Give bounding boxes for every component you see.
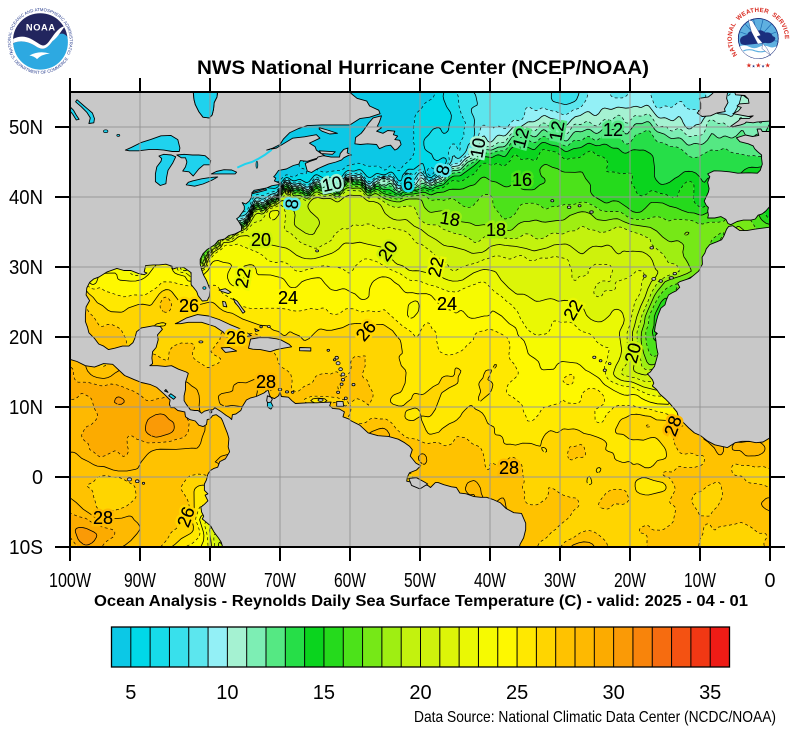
svg-text:26: 26 — [226, 328, 246, 348]
svg-text:22: 22 — [424, 255, 448, 279]
svg-text:18: 18 — [438, 207, 461, 230]
svg-text:28: 28 — [256, 372, 276, 392]
svg-text:10N: 10N — [9, 397, 43, 419]
svg-text:10S: 10S — [9, 537, 43, 559]
svg-text:0: 0 — [765, 570, 776, 592]
svg-text:80W: 80W — [194, 570, 226, 592]
svg-text:35: 35 — [699, 682, 721, 704]
svg-text:28: 28 — [93, 508, 113, 528]
svg-text:10: 10 — [320, 172, 344, 196]
svg-text:Ocean Analysis - Reynolds Dail: Ocean Analysis - Reynolds Daily Sea Surf… — [94, 593, 748, 610]
svg-text:70W: 70W — [264, 570, 296, 592]
svg-text:20: 20 — [251, 230, 271, 250]
svg-text:6: 6 — [403, 174, 413, 194]
svg-text:50W: 50W — [404, 570, 436, 592]
svg-text:8: 8 — [432, 163, 454, 178]
svg-text:20N: 20N — [9, 327, 43, 349]
svg-text:30N: 30N — [9, 257, 43, 279]
svg-text:100W: 100W — [49, 570, 91, 592]
svg-text:15: 15 — [313, 682, 335, 704]
svg-text:10: 10 — [216, 682, 238, 704]
svg-text:26: 26 — [226, 328, 246, 348]
svg-text:50N: 50N — [9, 117, 43, 139]
svg-text:8: 8 — [281, 198, 302, 211]
svg-text:12: 12 — [545, 119, 568, 142]
svg-text:10: 10 — [466, 136, 489, 159]
svg-text:30W: 30W — [544, 570, 576, 592]
svg-text:24: 24 — [278, 288, 298, 308]
svg-text:18: 18 — [486, 220, 506, 240]
svg-text:28: 28 — [499, 458, 519, 478]
svg-text:16: 16 — [512, 170, 532, 190]
svg-text:25: 25 — [506, 682, 528, 704]
svg-text:0: 0 — [32, 467, 43, 489]
svg-text:24: 24 — [437, 294, 457, 314]
svg-text:12: 12 — [603, 120, 623, 140]
svg-text:40W: 40W — [474, 570, 506, 592]
svg-text:28: 28 — [93, 508, 113, 528]
svg-text:28: 28 — [256, 372, 276, 392]
svg-text:60W: 60W — [334, 570, 366, 592]
svg-text:10W: 10W — [684, 570, 716, 592]
svg-text:★★★★★: ★★★★★ — [746, 62, 771, 70]
svg-text:16: 16 — [512, 170, 532, 190]
svg-text:NOAA: NOAA — [26, 23, 56, 33]
svg-text:90W: 90W — [124, 570, 156, 592]
svg-text:20W: 20W — [614, 570, 646, 592]
svg-text:22: 22 — [231, 266, 254, 289]
svg-text:30: 30 — [602, 682, 624, 704]
svg-text:18: 18 — [486, 220, 506, 240]
svg-text:5: 5 — [125, 682, 136, 704]
svg-text:NWS National Hurricane Center: NWS National Hurricane Center (NCEP/NOAA… — [197, 58, 649, 79]
svg-text:26: 26 — [179, 296, 199, 316]
svg-text:Data Source: National Climatic: Data Source: National Climatic Data Cent… — [414, 709, 776, 726]
svg-text:26: 26 — [179, 296, 199, 316]
svg-text:40N: 40N — [9, 187, 43, 209]
svg-text:20: 20 — [409, 682, 431, 704]
svg-text:20: 20 — [251, 230, 271, 250]
svg-text:6: 6 — [403, 174, 413, 194]
svg-text:24: 24 — [278, 288, 298, 308]
svg-text:28: 28 — [499, 458, 519, 478]
svg-text:12: 12 — [603, 120, 623, 140]
svg-text:24: 24 — [437, 294, 457, 314]
